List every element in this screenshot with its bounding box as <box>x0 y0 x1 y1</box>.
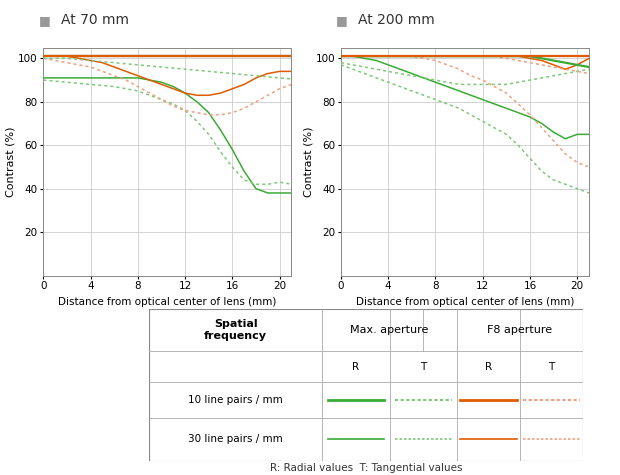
Text: Max. aperture: Max. aperture <box>350 325 429 335</box>
Text: R: R <box>485 361 492 371</box>
Text: F8 aperture: F8 aperture <box>487 325 552 335</box>
Text: R: R <box>353 361 360 371</box>
Text: ■: ■ <box>38 14 50 27</box>
Text: ■: ■ <box>336 14 348 27</box>
Text: R: Radial values  T: Tangential values: R: Radial values T: Tangential values <box>270 463 462 473</box>
Text: At 70 mm: At 70 mm <box>61 13 129 27</box>
X-axis label: Distance from optical center of lens (mm): Distance from optical center of lens (mm… <box>58 296 277 306</box>
Text: 10 line pairs / mm: 10 line pairs / mm <box>188 395 283 405</box>
Y-axis label: Contrast (%): Contrast (%) <box>6 126 16 197</box>
Text: At 200 mm: At 200 mm <box>358 13 435 27</box>
Y-axis label: Contrast (%): Contrast (%) <box>303 126 313 197</box>
Text: T: T <box>548 361 554 371</box>
Text: Spatial
frequency: Spatial frequency <box>204 319 267 341</box>
X-axis label: Distance from optical center of lens (mm): Distance from optical center of lens (mm… <box>356 296 574 306</box>
Text: 30 line pairs / mm: 30 line pairs / mm <box>188 435 283 445</box>
Text: T: T <box>420 361 427 371</box>
